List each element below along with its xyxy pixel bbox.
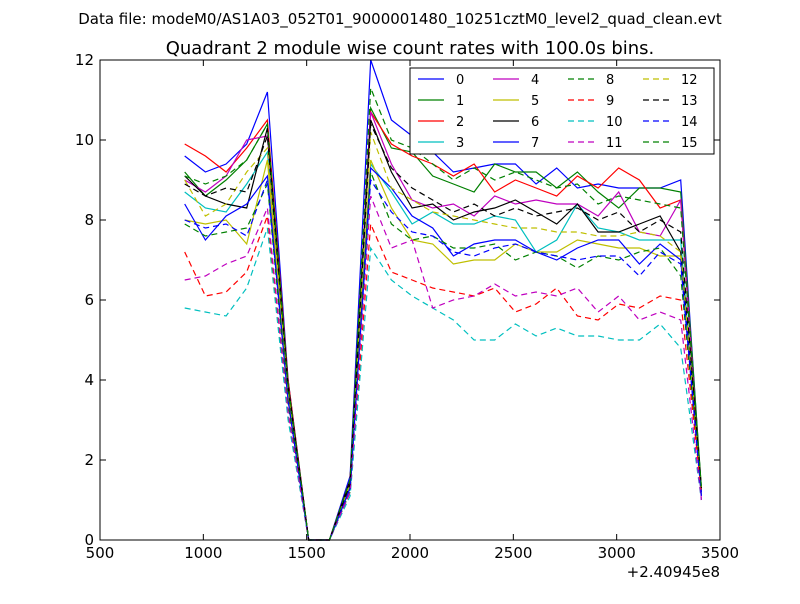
y-tick-label: 2 [84,451,94,469]
legend-label-8: 8 [606,73,614,88]
legend-label-1: 1 [456,94,464,109]
legend-label-6: 6 [531,115,539,130]
legend-label-15: 15 [681,136,698,151]
series-line-2 [184,110,702,541]
x-tick-label: 3000 [598,544,636,562]
x-tick-label: 500 [86,544,115,562]
series-line-9 [184,215,702,541]
x-tick-label: 1000 [184,544,222,562]
legend-label-3: 3 [456,136,464,151]
series-line-7 [184,166,702,541]
x-tick-label: 1500 [288,544,326,562]
series-line-0 [184,59,702,541]
legend-frame [409,67,715,155]
series-line-1 [184,105,702,541]
legend-label-5: 5 [531,94,539,109]
legend-label-9: 9 [606,94,614,109]
series-line-14 [184,178,702,541]
legend-label-10: 10 [606,115,623,130]
y-tick-label: 8 [84,211,94,229]
series-line-4 [184,111,702,541]
legend-label-13: 13 [681,94,698,109]
x-tick-label: 2000 [391,544,429,562]
y-tick-label: 10 [75,131,94,149]
series-line-6 [184,119,702,541]
series-line-8 [184,171,702,541]
y-tick-label: 0 [84,531,94,549]
supertitle: Data file: modeM0/AS1A03_052T01_90000014… [78,10,722,29]
y-tick-label: 12 [75,51,94,69]
legend-label-0: 0 [456,73,464,88]
legend-label-12: 12 [681,73,698,88]
x-axis-offset-label: +2.40945e8 [627,563,720,581]
legend-label-11: 11 [606,136,623,151]
series-line-11 [184,195,702,541]
y-tick-label: 6 [84,291,94,309]
series-line-13 [184,123,702,541]
series-line-15 [184,87,702,541]
chart-title: Quadrant 2 module wise count rates with … [166,38,655,59]
x-tick-label: 2500 [494,544,532,562]
series-line-12 [184,131,702,541]
legend-label-4: 4 [531,73,539,88]
plot-area [184,59,702,541]
series-line-3 [184,150,702,541]
y-tick-label: 4 [84,371,94,389]
legend-label-14: 14 [681,115,698,130]
legend-label-7: 7 [531,136,539,151]
legend-label-2: 2 [456,115,464,130]
x-tick-label: 3500 [701,544,739,562]
series-line-5 [184,159,702,541]
series-line-10 [184,227,702,541]
